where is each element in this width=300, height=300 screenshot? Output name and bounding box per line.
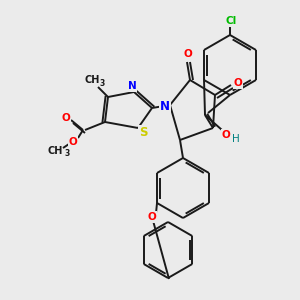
- Text: H: H: [232, 134, 240, 144]
- Text: O: O: [148, 212, 156, 222]
- Text: 3: 3: [64, 149, 70, 158]
- Text: Cl: Cl: [225, 16, 237, 26]
- Text: O: O: [222, 130, 230, 140]
- Text: N: N: [160, 100, 170, 112]
- Text: S: S: [139, 125, 147, 139]
- Text: O: O: [184, 49, 192, 59]
- Text: CH: CH: [84, 75, 100, 85]
- Text: 3: 3: [99, 79, 105, 88]
- Text: O: O: [61, 113, 70, 123]
- Text: O: O: [69, 137, 77, 147]
- Text: CH: CH: [47, 146, 63, 156]
- Text: O: O: [234, 78, 242, 88]
- Text: N: N: [128, 81, 136, 91]
